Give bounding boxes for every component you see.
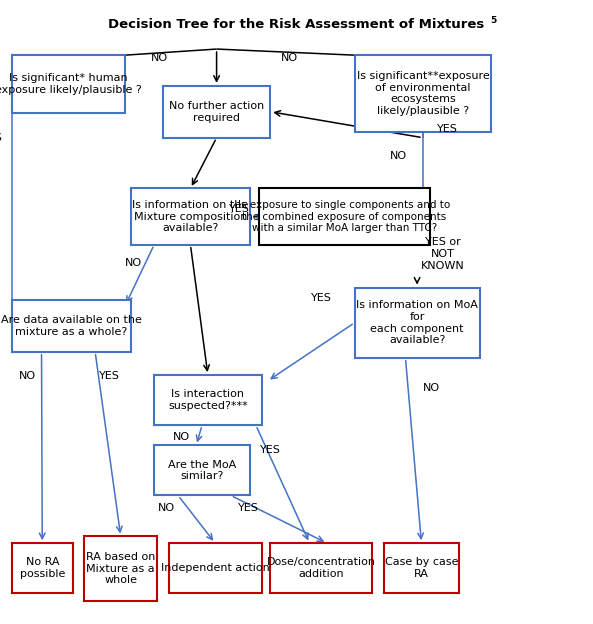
FancyBboxPatch shape [270, 543, 372, 593]
Text: NO: NO [18, 371, 36, 381]
Text: No further action
required: No further action required [169, 101, 264, 122]
Text: YES: YES [229, 204, 250, 214]
Text: YES: YES [311, 293, 331, 303]
Text: YES or
NOT
KNOWN: YES or NOT KNOWN [422, 237, 465, 271]
Text: NO: NO [173, 432, 190, 442]
FancyBboxPatch shape [154, 446, 250, 495]
Text: YES: YES [260, 444, 281, 455]
Text: Are the MoA
similar?: Are the MoA similar? [168, 460, 236, 481]
FancyBboxPatch shape [355, 55, 491, 132]
FancyBboxPatch shape [384, 543, 459, 593]
Text: Case by case
RA: Case by case RA [385, 557, 458, 579]
FancyBboxPatch shape [355, 288, 480, 358]
Text: Is exposure to single components and to
the combined exposure of components
with: Is exposure to single components and to … [238, 200, 451, 233]
FancyBboxPatch shape [168, 543, 262, 593]
FancyBboxPatch shape [163, 85, 270, 138]
Text: RA based on
Mixture as a
whole: RA based on Mixture as a whole [86, 552, 155, 585]
Text: YES: YES [0, 133, 3, 143]
Text: NO: NO [423, 383, 440, 394]
Text: YES: YES [238, 503, 259, 513]
Text: Is interaction
suspected?***: Is interaction suspected?*** [168, 389, 248, 411]
FancyBboxPatch shape [84, 537, 157, 601]
Text: YES: YES [99, 371, 120, 381]
Text: Dose/concentration
addition: Dose/concentration addition [267, 557, 376, 579]
Text: Is significant**exposure
of environmental
ecosystems
likely/plausible ?: Is significant**exposure of environmenta… [356, 71, 489, 116]
Text: Is information on the
Mixture composition
available?: Is information on the Mixture compositio… [132, 200, 248, 233]
FancyBboxPatch shape [12, 300, 131, 352]
Text: 5: 5 [490, 16, 496, 25]
FancyBboxPatch shape [154, 375, 262, 425]
Text: Decision Tree for the Risk Assessment of Mixtures: Decision Tree for the Risk Assessment of… [109, 19, 484, 31]
Text: NO: NO [158, 503, 175, 513]
Text: Is significant* human
exposure likely/plausible ?: Is significant* human exposure likely/pl… [0, 74, 142, 95]
Text: NO: NO [390, 151, 407, 161]
Text: NO: NO [281, 53, 298, 63]
FancyBboxPatch shape [12, 55, 125, 114]
FancyBboxPatch shape [131, 188, 250, 245]
Text: NO: NO [151, 53, 168, 63]
FancyBboxPatch shape [12, 543, 73, 593]
Text: Is information on MoA
for
each component
available?: Is information on MoA for each component… [356, 300, 478, 345]
Text: NO: NO [125, 258, 142, 268]
Text: No RA
possible: No RA possible [20, 557, 65, 579]
Text: YES: YES [438, 124, 458, 134]
Text: Are data available on the
mixture as a whole?: Are data available on the mixture as a w… [1, 315, 142, 336]
Text: Independent action: Independent action [161, 563, 269, 573]
FancyBboxPatch shape [259, 188, 430, 245]
